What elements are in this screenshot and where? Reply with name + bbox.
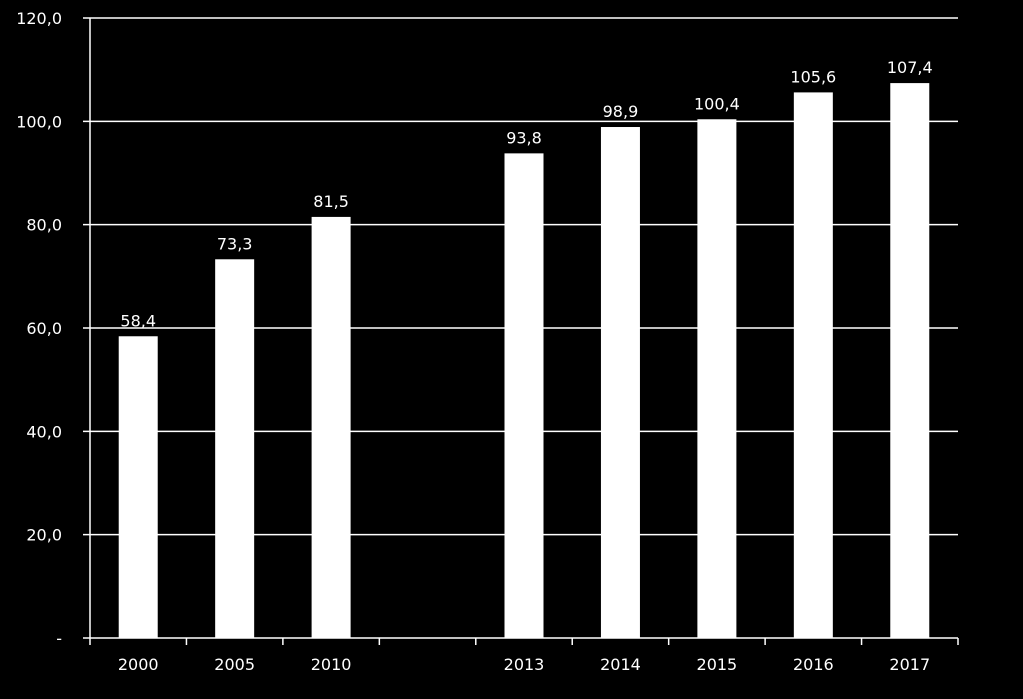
data-label-2014: 98,9 (603, 102, 639, 121)
bar-2014 (600, 127, 640, 639)
data-label-2016: 105,6 (790, 67, 836, 86)
x-tick-label-2015: 2015 (697, 655, 738, 674)
y-tick-label: 40,0 (26, 422, 62, 441)
y-tick-label: 60,0 (26, 319, 62, 338)
x-tick-label-2000: 2000 (118, 655, 159, 674)
x-tick-label-2017: 2017 (889, 655, 930, 674)
y-tick-label: 100,0 (16, 112, 62, 131)
x-tick-label-2010: 2010 (311, 655, 352, 674)
bar-2010 (311, 216, 351, 638)
x-tick-label-2005: 2005 (214, 655, 255, 674)
data-label-2005: 73,3 (217, 234, 253, 253)
axes (83, 18, 959, 645)
labels: - 20,0 40,0 60,0 80,0 100,0 120,0 58,4 2000 73,3 2… (16, 9, 932, 674)
data-label-2017: 107,4 (887, 58, 933, 77)
y-tick-label: 20,0 (26, 526, 62, 545)
data-label-2010: 81,5 (313, 192, 349, 211)
y-tick-label: 80,0 (26, 216, 62, 235)
x-tick-label-2013: 2013 (504, 655, 545, 674)
data-label-2015: 100,4 (694, 94, 740, 113)
y-tick-label: - (56, 629, 62, 648)
data-label-2000: 58,4 (120, 311, 156, 330)
bars (118, 83, 930, 639)
x-tick-label-2016: 2016 (793, 655, 834, 674)
data-label-2013: 93,8 (506, 128, 542, 147)
bar-2000 (118, 336, 158, 638)
bar-2016 (793, 92, 833, 638)
bar-2015 (697, 119, 737, 639)
bar-2017 (890, 83, 930, 639)
bar-2013 (504, 153, 544, 638)
bar-2005 (215, 259, 255, 638)
x-tick-label-2014: 2014 (600, 655, 641, 674)
y-tick-label: 120,0 (16, 9, 62, 28)
